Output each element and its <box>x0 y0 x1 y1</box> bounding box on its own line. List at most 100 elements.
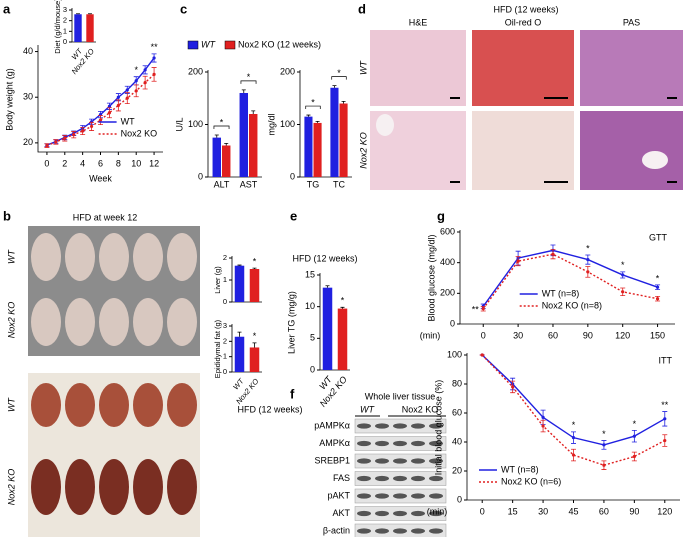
blot-band <box>393 440 407 447</box>
y-tick-label: 80 <box>452 378 462 388</box>
annotation: * <box>633 419 637 429</box>
data-point <box>125 96 129 100</box>
blot-band <box>357 510 371 517</box>
panel-letter: b <box>3 208 11 223</box>
legend-label: WT (n=8) <box>501 464 539 474</box>
vessel <box>642 151 668 169</box>
y-tick-label: 15 <box>305 269 315 279</box>
annotation: * <box>621 260 625 270</box>
x-tick-label: 2 <box>62 158 67 168</box>
data-point <box>632 454 636 459</box>
data-point <box>89 124 94 129</box>
stain-label: H&E <box>409 17 428 27</box>
data-point <box>143 81 147 85</box>
y-tick-label: 1 <box>223 352 227 361</box>
data-point <box>621 290 625 294</box>
mouse <box>99 298 129 346</box>
blot-band <box>429 440 443 447</box>
y-tick-label: 0 <box>290 171 295 181</box>
data-point <box>81 129 85 133</box>
data-point <box>125 88 129 92</box>
liver <box>99 459 129 515</box>
y-tick-label: 200 <box>188 66 203 76</box>
annotation: * <box>337 68 341 78</box>
error-bar <box>306 114 311 117</box>
chart-title: ITT <box>659 355 673 365</box>
bar <box>86 14 94 42</box>
data-point <box>45 144 49 148</box>
data-point <box>98 118 103 122</box>
y-tick-label: 60 <box>452 407 462 417</box>
blot-band <box>357 423 371 429</box>
data-point <box>663 438 667 443</box>
bar <box>313 122 322 177</box>
y-tick-label: 1 <box>63 26 67 35</box>
y-tick-label: 400 <box>440 257 455 267</box>
x-tick-label: 15 <box>508 506 518 516</box>
x-tick-label: 10 <box>131 158 141 168</box>
x-axis-label: (min) <box>420 330 441 340</box>
data-point <box>72 133 76 137</box>
annotation: * <box>247 72 251 82</box>
x-tick-label: 4 <box>80 158 85 168</box>
x-tick-label: AST <box>240 179 258 189</box>
y-tick-label: 40 <box>452 436 462 446</box>
blot-band <box>411 528 425 534</box>
panel-letter: a <box>3 1 11 16</box>
bar <box>337 308 348 370</box>
significance-bracket <box>240 80 257 84</box>
x-tick-label: 45 <box>568 506 578 516</box>
blot-band <box>393 458 407 464</box>
blot-band <box>393 510 407 517</box>
y-axis-label: Liver (g) <box>213 266 222 294</box>
bar <box>234 336 245 372</box>
chart-title: HFD (12 weeks) <box>292 253 357 263</box>
genotype-label: Nox2 KO <box>358 132 368 169</box>
data-point <box>655 285 660 289</box>
protein-label: AKT <box>332 508 350 518</box>
x-tick-label: 30 <box>513 330 523 340</box>
photo-row-label: Nox2 KO <box>6 469 16 506</box>
photo-title: HFD at week 12 <box>73 212 138 222</box>
bar <box>249 269 260 302</box>
protein-label: pAMPKα <box>314 420 350 430</box>
mouse <box>167 233 197 281</box>
data-point <box>663 417 667 421</box>
y-tick-label: 0 <box>223 297 227 306</box>
blot-band <box>411 423 425 429</box>
blot-band <box>375 423 389 429</box>
blot-band <box>411 440 425 447</box>
x-axis-label: (min) <box>427 506 448 516</box>
annotation: * <box>220 117 224 127</box>
blot-band <box>429 528 443 534</box>
bar <box>249 347 260 372</box>
photo-row-label: Nox2 KO <box>6 302 16 339</box>
liver <box>65 383 95 427</box>
blot-band <box>411 510 425 517</box>
x-axis-label: Week <box>89 173 112 183</box>
blot-band <box>429 475 443 482</box>
data-point <box>586 270 590 274</box>
y-tick-label: 30 <box>23 92 33 102</box>
panel-letter: f <box>290 386 295 401</box>
blot-band <box>375 528 389 534</box>
significance-bracket <box>213 125 230 129</box>
error-bar <box>214 134 219 138</box>
liver <box>167 459 197 515</box>
error-bar <box>325 285 330 288</box>
liver <box>31 459 61 515</box>
y-tick-label: 2 <box>223 336 227 345</box>
blot-band <box>429 510 443 517</box>
liver <box>167 383 197 427</box>
bar <box>74 14 82 42</box>
chart-title: GTT <box>649 232 667 242</box>
data-point <box>586 258 590 262</box>
data-point <box>602 443 606 447</box>
x-tick-label: 120 <box>657 506 672 516</box>
annotation: * <box>311 97 315 107</box>
bar <box>239 93 248 177</box>
annotation: * <box>602 429 606 439</box>
annotation: * <box>572 420 576 430</box>
y-tick-label: 10 <box>305 301 315 311</box>
series-line <box>482 249 658 307</box>
